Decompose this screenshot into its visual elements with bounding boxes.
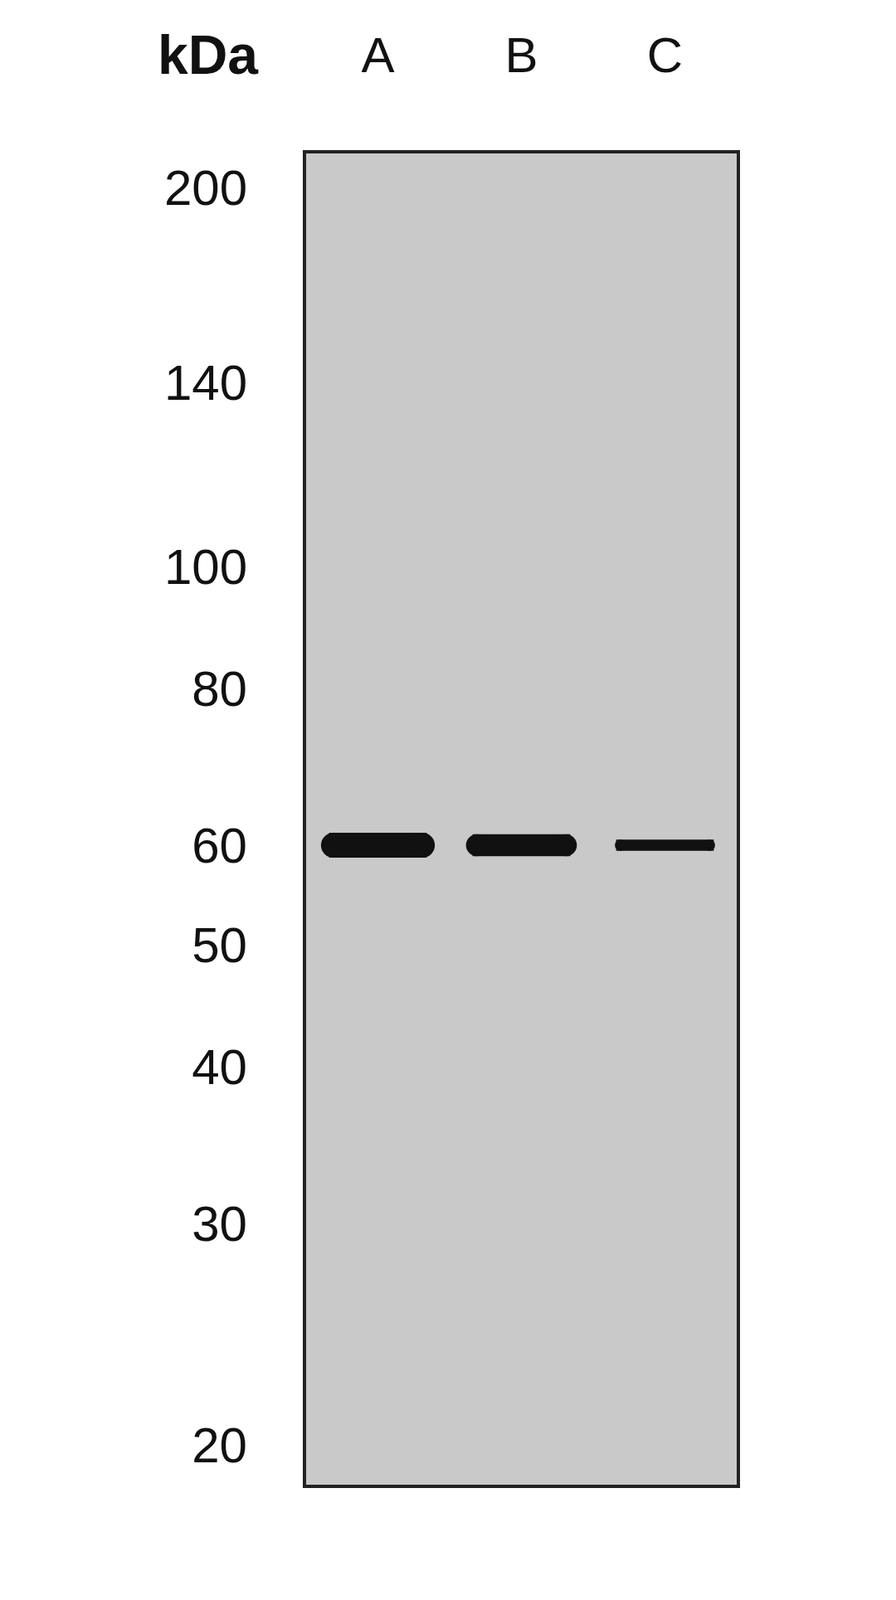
svg-text:100: 100: [164, 539, 248, 595]
svg-text:30: 30: [191, 1196, 248, 1252]
svg-text:80: 80: [191, 661, 248, 717]
svg-text:20: 20: [191, 1417, 248, 1474]
svg-text:40: 40: [191, 1039, 248, 1096]
svg-text:200: 200: [164, 160, 248, 216]
svg-text:kDa: kDa: [157, 24, 259, 86]
svg-text:60: 60: [191, 818, 248, 874]
svg-text:50: 50: [191, 917, 248, 974]
svg-text:C: C: [647, 27, 683, 83]
svg-text:140: 140: [164, 355, 248, 411]
svg-text:A: A: [360, 27, 395, 83]
svg-text:B: B: [504, 27, 538, 83]
